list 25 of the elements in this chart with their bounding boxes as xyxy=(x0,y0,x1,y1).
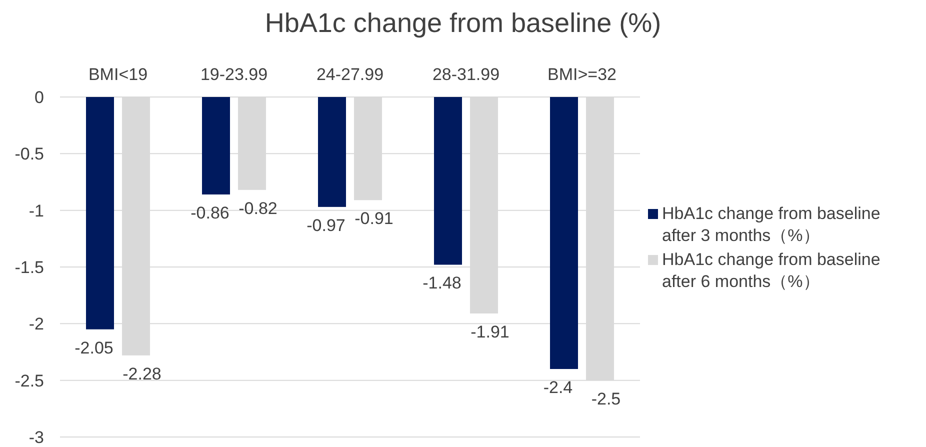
y-tick-label: -3 xyxy=(28,428,44,447)
y-tick-label: -1 xyxy=(28,201,44,220)
legend-label: HbA1c change from baseline after 6 months（%） xyxy=(662,250,880,291)
data-label: -0.91 xyxy=(354,209,394,228)
data-label: -1.91 xyxy=(470,322,510,342)
data-label: -2.5 xyxy=(591,389,621,408)
x-tick-label: BMI>=32 xyxy=(548,65,616,84)
x-tick-label: BMI<19 xyxy=(88,65,148,84)
y-tick-label: 0 xyxy=(34,88,44,107)
data-label: -0.82 xyxy=(238,198,278,218)
y-tick-label: -0.5 xyxy=(14,144,44,164)
y-tick-label: -2.5 xyxy=(14,371,44,390)
y-tick-label: -1.5 xyxy=(14,258,44,277)
y-tick-label: -2 xyxy=(28,314,44,334)
data-label: -2.05 xyxy=(74,338,114,358)
x-tick-label: 24-27.99 xyxy=(316,65,384,84)
data-label: -2.4 xyxy=(543,378,573,397)
x-tick-label: 28-31.99 xyxy=(432,65,500,84)
data-label: -1.48 xyxy=(422,274,462,293)
chart-title: HbA1c change from baseline (%) xyxy=(264,8,662,38)
data-label: -2.28 xyxy=(122,364,162,384)
data-label: -0.86 xyxy=(190,203,230,222)
data-label: -0.97 xyxy=(306,216,346,235)
x-tick-label: 19-23.99 xyxy=(200,65,268,84)
legend-label: HbA1c change from baseline after 3 months（%） xyxy=(662,204,880,245)
